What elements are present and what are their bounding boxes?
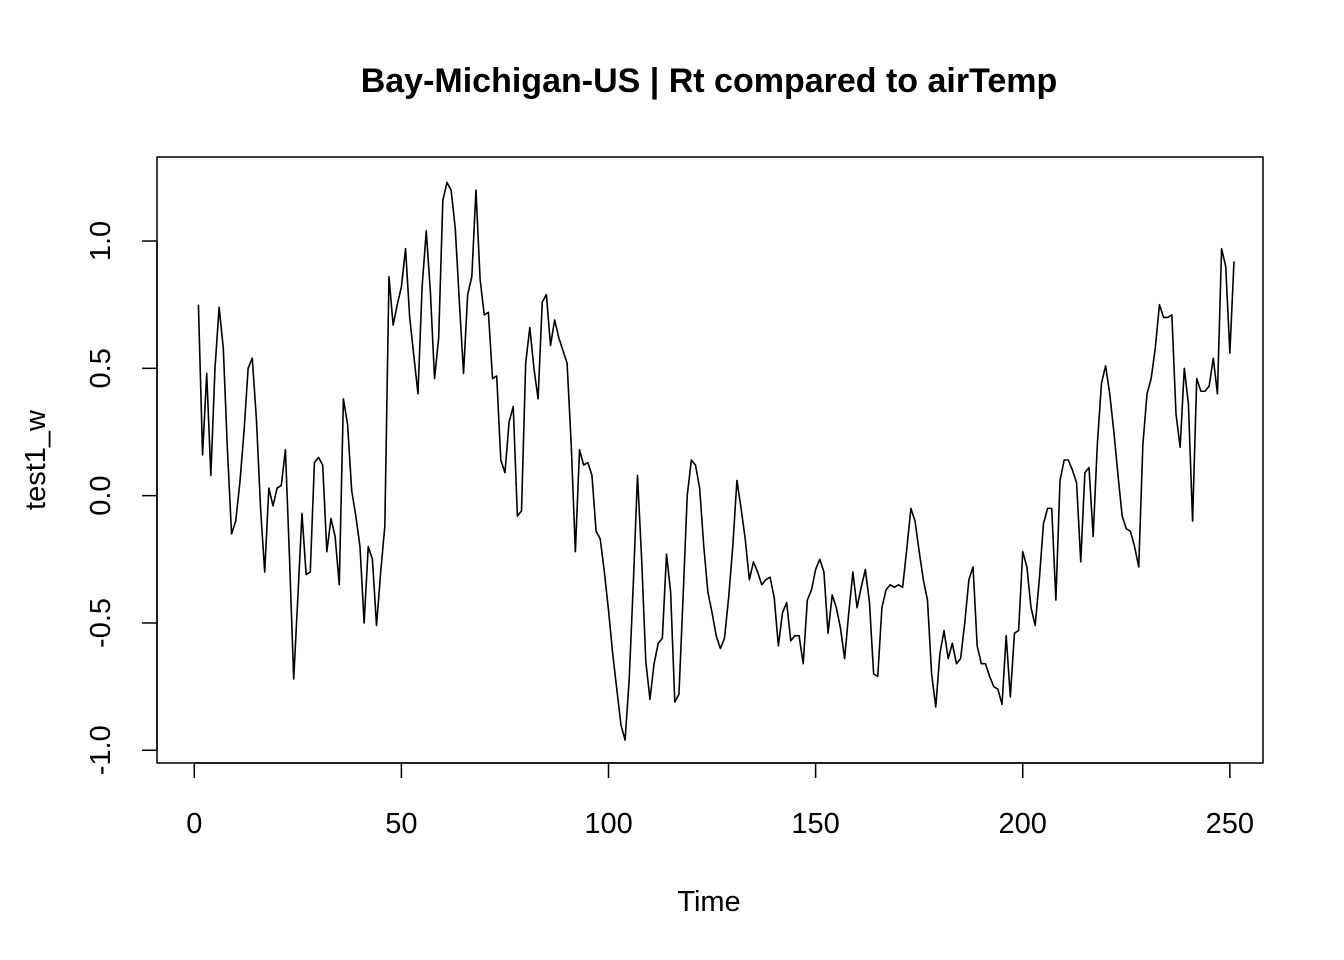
chart-title: Bay-Michigan-US | Rt compared to airTemp (361, 62, 1058, 100)
y-tick-label: 0.5 (85, 348, 117, 388)
x-tick-label: 150 (791, 808, 839, 840)
y-axis-label: test1_w (20, 409, 52, 510)
series-line (197, 181, 1235, 741)
y-tick-label: 1.0 (85, 221, 117, 261)
y-tick-label: 0.0 (85, 475, 117, 515)
x-tick-label: 200 (999, 808, 1047, 840)
y-axis: -1.0 -0.5 0.0 0.5 1.0 (85, 221, 158, 775)
x-axis: 0 50 100 150 200 250 (186, 762, 1254, 840)
x-axis-label: Time (677, 886, 740, 918)
y-tick-label: -0.5 (85, 598, 117, 648)
x-tick-label: 50 (385, 808, 417, 840)
x-tick-label: 250 (1206, 808, 1254, 840)
x-tick-label: 0 (186, 808, 202, 840)
y-tick-label: -1.0 (85, 725, 117, 775)
x-tick-label: 100 (584, 808, 632, 840)
